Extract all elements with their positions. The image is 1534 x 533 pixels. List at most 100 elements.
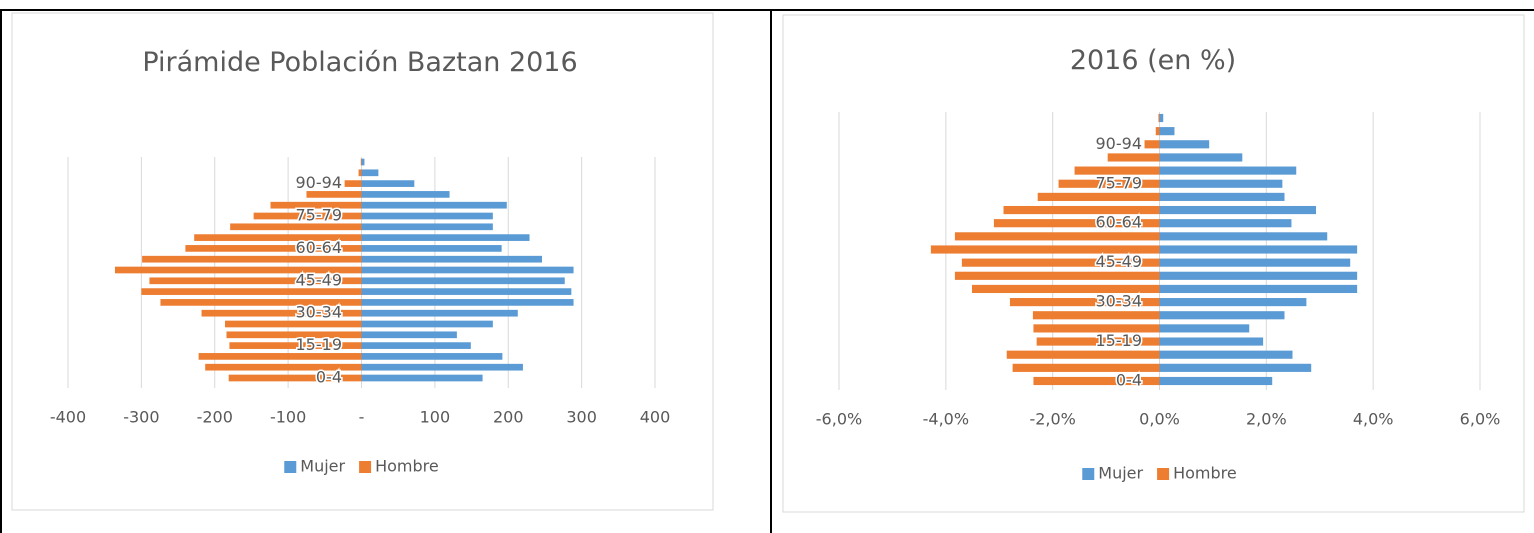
bar <box>205 363 362 371</box>
bar <box>361 331 457 339</box>
bar <box>228 374 362 382</box>
y-tick-label: 15-19 <box>1096 331 1143 350</box>
bar <box>361 191 450 198</box>
bar <box>1074 166 1160 175</box>
y-tick-label: 30-34 <box>1096 292 1143 311</box>
x-tick-label: -200 <box>197 408 233 427</box>
y-tick-label: 75-79 <box>1096 173 1143 192</box>
bar <box>229 342 362 349</box>
legend-swatch <box>1157 468 1170 480</box>
bar <box>253 212 362 220</box>
bar <box>360 158 362 166</box>
bar <box>201 309 362 317</box>
bar <box>1006 350 1160 359</box>
y-tick-label: 60-64 <box>296 238 343 257</box>
bar <box>361 342 471 349</box>
y-tick-label: 90-94 <box>1096 134 1143 153</box>
bar <box>361 169 379 177</box>
bar <box>1159 376 1273 386</box>
x-tick-label: -400 <box>50 408 86 427</box>
x-tick-label: -6,0% <box>816 410 862 429</box>
x-tick-label: -100 <box>270 408 306 427</box>
x-tick-label: - <box>359 408 365 427</box>
bar <box>930 245 1160 254</box>
bar <box>1159 140 1210 149</box>
bar <box>361 320 493 328</box>
bar <box>361 212 493 220</box>
bar <box>361 255 543 263</box>
bar <box>1159 205 1317 215</box>
bar <box>1159 179 1283 188</box>
bar <box>226 331 362 339</box>
bar <box>344 180 362 187</box>
bar <box>361 288 572 295</box>
chart-title: 2016 (en %) <box>1069 45 1237 76</box>
bar <box>954 271 1160 280</box>
bar <box>225 320 362 328</box>
bar <box>361 223 493 231</box>
bar <box>1159 258 1351 267</box>
bar <box>1009 298 1160 307</box>
bar <box>198 353 362 360</box>
bar <box>1159 219 1292 228</box>
bar <box>361 158 365 166</box>
y-tick-label: 75-79 <box>296 206 343 225</box>
bar <box>1033 376 1160 386</box>
bar <box>1033 324 1160 333</box>
x-tick-label: -300 <box>123 408 159 427</box>
bar <box>361 201 507 209</box>
bar <box>1159 271 1358 280</box>
bar <box>361 266 574 274</box>
bar <box>1144 140 1160 149</box>
y-tick-label: 60-64 <box>1096 213 1143 232</box>
bar <box>361 234 530 241</box>
bar <box>1155 127 1160 136</box>
bar <box>1159 166 1297 175</box>
bar <box>361 353 503 360</box>
bar <box>961 258 1160 267</box>
x-tick-label: -2,0% <box>1029 410 1075 429</box>
legend-label: Mujer <box>1098 464 1143 483</box>
bar <box>1159 232 1328 241</box>
bar <box>361 245 502 252</box>
bar <box>1032 311 1160 320</box>
bar <box>1036 337 1160 346</box>
bar <box>230 223 362 231</box>
legend-swatch <box>284 461 297 473</box>
bar <box>361 277 565 285</box>
bar <box>1159 153 1243 162</box>
bar <box>358 169 362 177</box>
bar <box>1159 298 1307 307</box>
bar <box>1159 363 1312 372</box>
bar <box>149 277 362 285</box>
legend-label: Mujer <box>300 457 345 476</box>
legend-swatch <box>1082 468 1095 480</box>
bar <box>1159 192 1285 201</box>
x-tick-label: 300 <box>566 408 597 427</box>
y-tick-label: 15-19 <box>296 335 343 354</box>
chart-area <box>11 12 714 511</box>
x-tick-label: 100 <box>420 408 451 427</box>
bar <box>185 245 362 252</box>
bar <box>1058 179 1160 188</box>
bar <box>1159 127 1175 136</box>
x-tick-label: 6,0% <box>1460 410 1501 429</box>
bar <box>1012 363 1160 372</box>
bar <box>361 374 483 382</box>
bar <box>1159 113 1164 123</box>
bar <box>361 309 518 317</box>
bar <box>1159 311 1285 320</box>
bar <box>194 234 362 241</box>
x-tick-label: 200 <box>493 408 524 427</box>
x-tick-label: 4,0% <box>1353 410 1394 429</box>
bar <box>1159 324 1250 333</box>
bar <box>993 219 1160 228</box>
legend-swatch <box>359 461 372 473</box>
bar <box>1107 153 1160 162</box>
y-tick-label: 45-49 <box>296 270 343 289</box>
bar <box>972 284 1160 294</box>
bar <box>361 180 415 187</box>
bar <box>141 288 362 295</box>
